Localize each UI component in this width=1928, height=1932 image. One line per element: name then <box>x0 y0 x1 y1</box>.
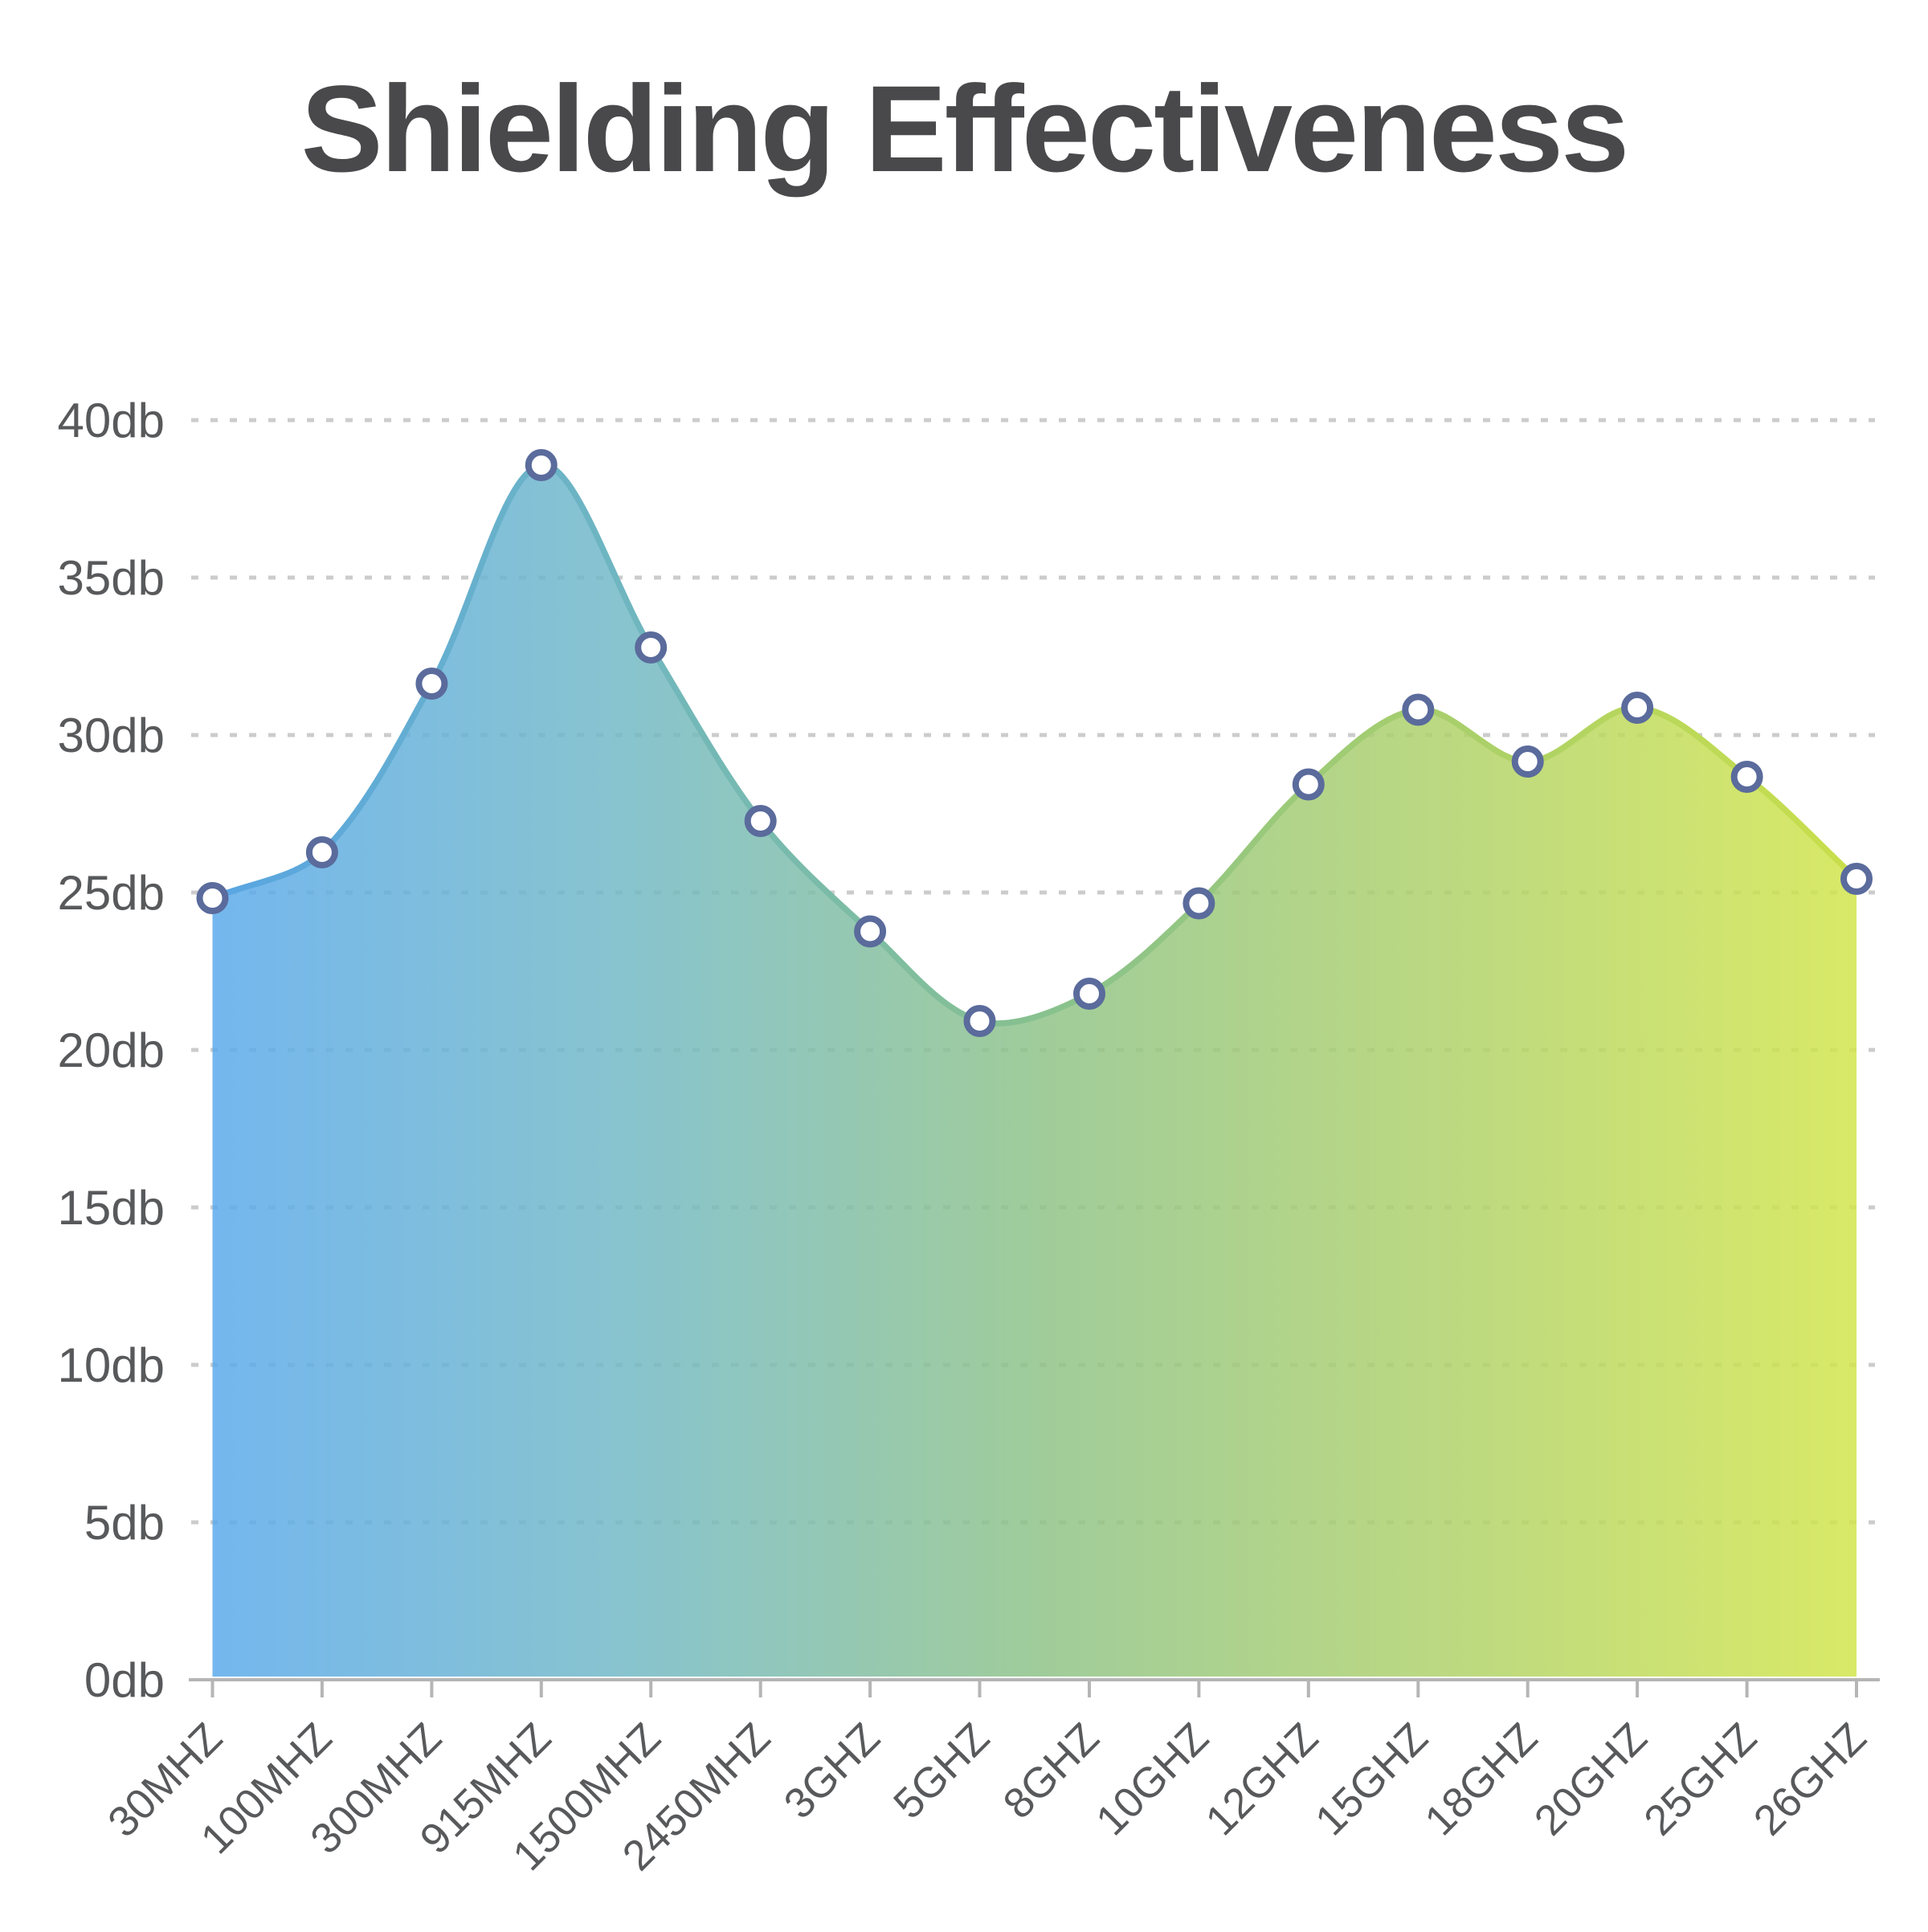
svg-text:30db: 30db <box>58 709 165 762</box>
svg-text:5db: 5db <box>84 1496 165 1550</box>
svg-text:Shielding Effectiveness: Shielding Effectiveness <box>301 60 1628 198</box>
svg-text:0db: 0db <box>84 1653 165 1707</box>
svg-text:20db: 20db <box>58 1023 165 1077</box>
svg-text:10db: 10db <box>58 1338 165 1392</box>
svg-text:15db: 15db <box>58 1181 165 1235</box>
svg-text:35db: 35db <box>58 551 165 605</box>
svg-text:25db: 25db <box>58 866 165 920</box>
svg-text:40db: 40db <box>58 394 165 447</box>
